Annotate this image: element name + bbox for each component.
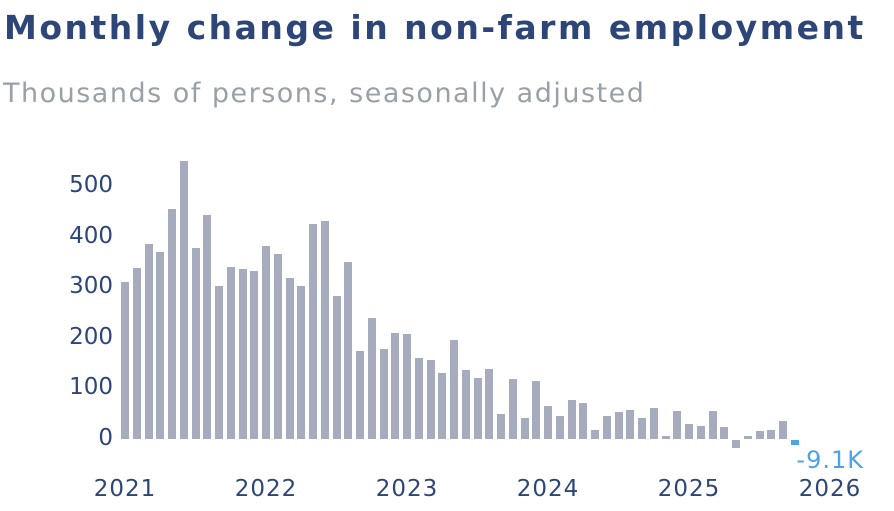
bar <box>191 247 200 439</box>
bar <box>121 281 129 439</box>
bar <box>473 377 482 439</box>
x-tick-label: 2023 <box>375 476 439 502</box>
bar <box>438 373 447 439</box>
bar <box>649 408 658 439</box>
bar <box>743 435 752 439</box>
bar <box>708 411 717 439</box>
bar <box>273 253 282 439</box>
bar <box>156 251 165 439</box>
bar <box>450 339 458 439</box>
bar <box>297 286 306 439</box>
bar <box>179 160 188 439</box>
bar <box>426 359 435 439</box>
bar <box>779 421 787 439</box>
bar <box>614 411 623 439</box>
bar <box>168 209 176 439</box>
bar <box>226 266 235 439</box>
bar <box>332 295 341 439</box>
bar <box>367 317 376 439</box>
bar <box>732 440 740 448</box>
y-tick-label: 300 <box>69 273 113 300</box>
bar <box>497 414 505 439</box>
bar <box>544 406 552 439</box>
bar <box>508 379 517 439</box>
bar <box>602 416 611 439</box>
bar <box>356 351 364 439</box>
bar <box>414 357 423 439</box>
y-tick-label: 100 <box>69 374 113 401</box>
bar <box>132 268 141 439</box>
bar <box>215 285 223 439</box>
bar <box>391 332 400 439</box>
bar <box>344 262 353 439</box>
bar <box>403 333 411 439</box>
bar <box>626 410 635 439</box>
bar <box>461 370 470 439</box>
bar <box>567 400 576 439</box>
bar <box>532 380 541 439</box>
bar <box>555 416 564 439</box>
x-tick-label: 2025 <box>657 476 721 502</box>
bar <box>203 214 212 439</box>
chart-subtitle: Thousands of persons, seasonally adjuste… <box>3 78 646 109</box>
bar <box>485 369 494 439</box>
last-value-label: -9.1K <box>796 446 864 474</box>
y-tick-label: 200 <box>69 323 113 350</box>
bar <box>638 417 646 439</box>
chart-title: Monthly change in non-farm employment <box>4 8 866 47</box>
x-tick-label: 2022 <box>234 476 298 502</box>
bar <box>696 425 705 439</box>
bar-highlighted <box>790 440 799 445</box>
bar <box>262 246 270 439</box>
bar <box>238 269 247 439</box>
x-tick-label: 2026 <box>798 476 862 502</box>
x-tick-label: 2021 <box>93 476 157 502</box>
bar <box>720 427 729 439</box>
bar <box>579 403 588 439</box>
bar <box>520 417 529 439</box>
bar <box>755 431 764 439</box>
bar <box>144 243 153 439</box>
bar <box>309 223 317 439</box>
bar <box>250 270 259 439</box>
bar <box>767 429 776 439</box>
bar <box>379 349 388 439</box>
y-tick-label: 400 <box>69 222 113 249</box>
bar <box>591 429 599 439</box>
y-tick-label: 500 <box>69 172 113 198</box>
bar <box>285 278 294 439</box>
y-tick-label: 0 <box>98 425 113 451</box>
bar <box>685 424 693 439</box>
x-tick-label: 2024 <box>516 476 580 502</box>
bar <box>320 220 329 439</box>
bar <box>661 435 670 439</box>
bar <box>673 411 682 439</box>
